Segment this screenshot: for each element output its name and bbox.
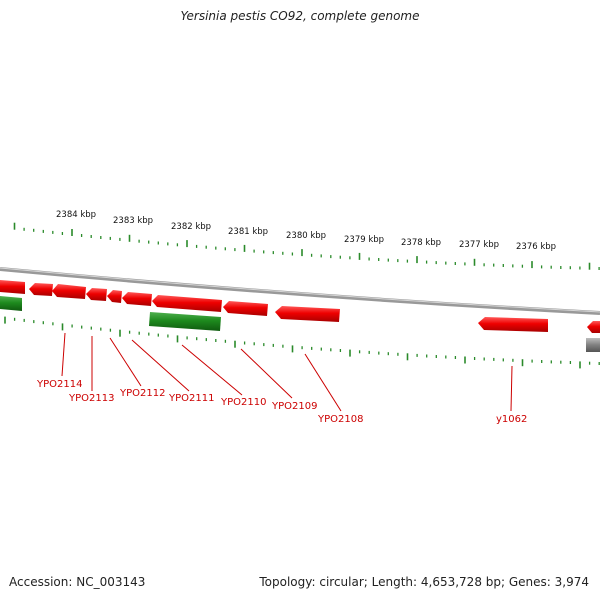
gene-feature[interactable] <box>122 292 152 306</box>
gene-label[interactable]: YPO2109 <box>271 401 317 412</box>
gene-feature[interactable] <box>152 295 222 312</box>
callout-line <box>61 332 66 377</box>
tick-label: 2380 kbp <box>286 231 326 241</box>
gene-label[interactable]: YPO2113 <box>68 393 114 404</box>
gene-label[interactable]: YPO2112 <box>119 388 165 399</box>
callout-line <box>304 353 342 412</box>
genome-title: Yersinia pestis CO92, complete genome <box>180 9 420 23</box>
gene-feature[interactable] <box>149 312 221 331</box>
genome-summary: Topology: circular; Length: 4,653,728 bp… <box>259 575 589 589</box>
callout-line <box>240 348 293 399</box>
gene-feature[interactable] <box>0 280 25 294</box>
gene-feature[interactable] <box>275 306 340 322</box>
tick-label: 2376 kbp <box>516 242 556 252</box>
tick-label: 2381 kbp <box>228 227 268 237</box>
gene-label[interactable]: YPO2114 <box>36 379 82 390</box>
scale-ticks-lower <box>4 316 600 369</box>
accession-text: Accession: NC_003143 <box>9 575 146 589</box>
gene-label[interactable]: y1062 <box>496 414 527 425</box>
genome-backbone-highlight <box>0 267 600 313</box>
gene-labels: YPO2114 YPO2113 YPO2112 YPO2111 YPO2110 … <box>36 379 527 425</box>
gene-feature[interactable] <box>587 321 600 333</box>
gene-label[interactable]: YPO2111 <box>168 393 214 404</box>
tick-label: 2377 kbp <box>459 240 499 250</box>
gene-feature[interactable] <box>107 290 122 303</box>
gene-feature[interactable] <box>223 301 268 316</box>
callout-line <box>181 344 243 396</box>
gene-feature[interactable] <box>586 338 600 352</box>
reverse-features <box>0 296 221 331</box>
tick-label: 2382 kbp <box>171 222 211 232</box>
tick-label: 2384 kbp <box>56 210 96 220</box>
scale-ticks <box>13 222 600 270</box>
gene-feature[interactable] <box>86 288 107 301</box>
forward-features <box>0 280 600 333</box>
gene-feature[interactable] <box>478 317 548 332</box>
scale-labels: 2384 kbp 2383 kbp 2382 kbp 2381 kbp 2380… <box>56 210 556 252</box>
gene-label[interactable]: YPO2110 <box>220 397 266 408</box>
callout-line <box>510 365 513 412</box>
tick-label: 2378 kbp <box>401 238 441 248</box>
gene-callouts <box>61 332 513 412</box>
gene-feature[interactable] <box>0 296 22 311</box>
gene-feature[interactable] <box>29 283 53 296</box>
gene-feature[interactable] <box>52 284 86 299</box>
gene-label[interactable]: YPO2108 <box>317 414 363 425</box>
callout-line <box>109 337 142 387</box>
tick-label: 2379 kbp <box>344 235 384 245</box>
other-features <box>586 338 600 352</box>
callout-line <box>131 339 190 392</box>
genome-backbone <box>0 267 600 315</box>
tick-label: 2383 kbp <box>113 216 153 226</box>
